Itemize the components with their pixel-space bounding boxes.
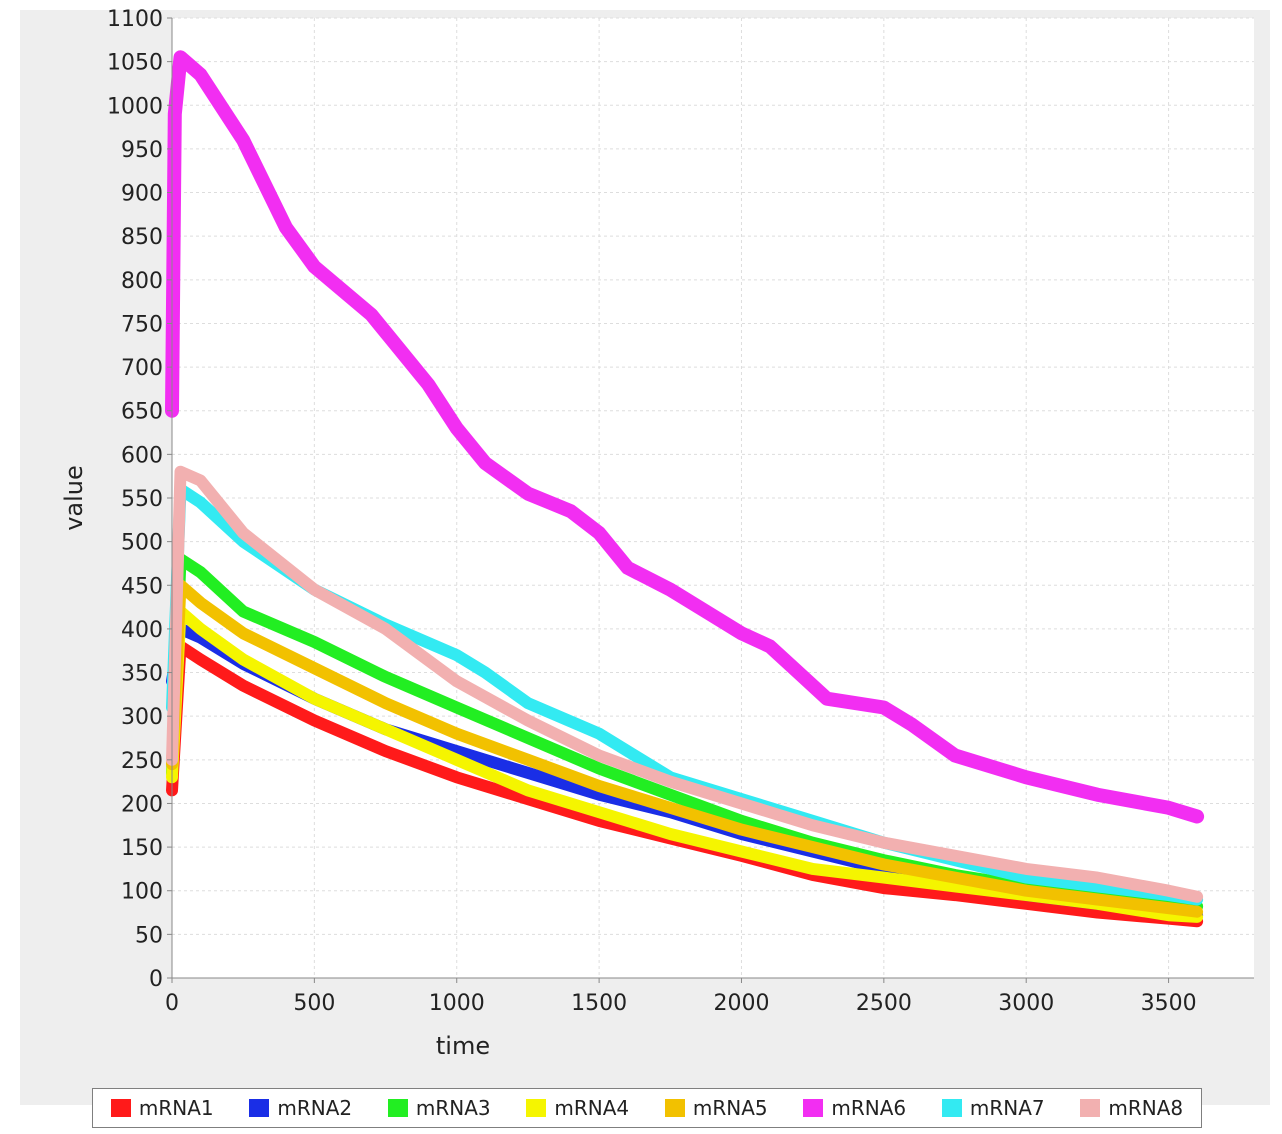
legend-item-mRNA5: mRNA5 (664, 1096, 768, 1120)
legend-label: mRNA4 (554, 1096, 630, 1120)
y-tick-label: 350 (121, 662, 163, 687)
y-tick-label: 100 (121, 880, 163, 905)
legend-item-mRNA7: mRNA7 (941, 1096, 1045, 1120)
y-tick-label: 650 (121, 400, 163, 425)
x-tick-label: 1500 (571, 991, 627, 1016)
y-tick-label: 0 (149, 967, 163, 992)
x-tick-label: 3000 (998, 991, 1054, 1016)
y-tick-label: 750 (121, 312, 163, 337)
legend-swatch (941, 1099, 962, 1117)
legend-swatch (110, 1099, 131, 1117)
y-tick-label: 250 (121, 749, 163, 774)
y-tick-label: 150 (121, 836, 163, 861)
series-line-mRNA8 (166, 465, 1204, 903)
legend-label: mRNA5 (692, 1096, 768, 1120)
legend-label: mRNA8 (1108, 1096, 1184, 1120)
x-tick-label: 2000 (713, 991, 769, 1016)
x-tick-label: 1000 (429, 991, 485, 1016)
y-tick-label: 950 (121, 138, 163, 163)
y-tick-label: 800 (121, 269, 163, 294)
legend-item-mRNA6: mRNA6 (803, 1096, 906, 1120)
legend-item-mRNA1: mRNA1 (110, 1096, 214, 1120)
y-tick-label: 450 (121, 574, 163, 599)
y-tick-label: 1100 (107, 7, 163, 32)
series-line-mRNA5 (166, 579, 1204, 918)
y-axis-title: value (60, 465, 88, 531)
y-tick-label: 1000 (107, 94, 163, 119)
x-tick-label: 3500 (1141, 991, 1197, 1016)
legend-label: mRNA7 (969, 1096, 1045, 1120)
y-tick-label: 700 (121, 356, 163, 381)
series-line-mRNA1 (166, 640, 1204, 928)
y-tick-label: 550 (121, 487, 163, 512)
legend-label: mRNA2 (277, 1096, 353, 1120)
x-tick-label: 2500 (856, 991, 912, 1016)
legend-label: mRNA3 (415, 1096, 491, 1120)
legend-item-mRNA3: mRNA3 (387, 1096, 491, 1120)
y-tick-label: 850 (121, 225, 163, 250)
legend-item-mRNA8: mRNA8 (1080, 1096, 1183, 1120)
legend-swatch (387, 1099, 408, 1117)
y-tick-label: 300 (121, 705, 163, 730)
x-tick-label: 0 (165, 991, 179, 1016)
series-line-mRNA7 (166, 483, 1204, 906)
y-tick-label: 1050 (107, 51, 163, 76)
legend: mRNA1 mRNA2 mRNA3 mRNA4 mRNA5 mRNA6 mRNA7 mRNA8 (92, 1088, 1202, 1128)
y-tick-label: 900 (121, 182, 163, 207)
y-tick-label: 600 (121, 443, 163, 468)
y-tick-label: 200 (121, 792, 163, 817)
legend-item-mRNA2: mRNA2 (249, 1096, 352, 1120)
y-tick-label: 400 (121, 618, 163, 643)
legend-label: mRNA6 (831, 1096, 907, 1120)
x-axis-title: time (436, 1032, 490, 1060)
y-tick-label: 500 (121, 531, 163, 556)
legend-item-mRNA4: mRNA4 (526, 1096, 629, 1120)
legend-swatch (526, 1099, 547, 1117)
legend-swatch (249, 1099, 270, 1117)
legend-swatch (664, 1099, 685, 1117)
series-line-mRNA6 (165, 50, 1205, 824)
legend-swatch (1080, 1099, 1101, 1117)
x-tick-label: 500 (293, 991, 335, 1016)
legend-label: mRNA1 (138, 1096, 214, 1120)
y-tick-label: 50 (135, 923, 163, 948)
legend-swatch (803, 1099, 824, 1117)
